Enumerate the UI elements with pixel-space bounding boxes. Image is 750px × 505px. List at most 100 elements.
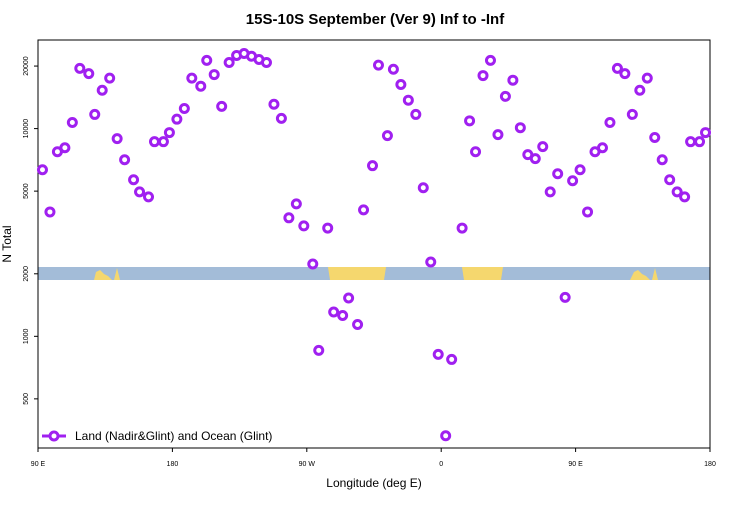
- data-point: [313, 344, 325, 356]
- data-point: [143, 191, 155, 203]
- x-tick-label: 90 W: [299, 461, 316, 468]
- data-point: [417, 182, 429, 194]
- chart-title: 15S-10S September (Ver 9) Inf to -Inf: [246, 11, 505, 28]
- land-shape: [94, 268, 120, 280]
- data-point: [395, 79, 407, 91]
- data-point: [298, 220, 310, 232]
- x-tick-label: 90 E: [568, 461, 583, 468]
- data-point: [216, 100, 228, 112]
- data-point: [387, 63, 399, 75]
- data-point: [328, 306, 340, 318]
- data-point: [96, 84, 108, 96]
- data-point: [134, 186, 146, 198]
- data-point: [381, 130, 393, 142]
- data-point: [104, 72, 116, 84]
- data-point: [307, 258, 319, 270]
- data-point: [596, 142, 608, 154]
- y-tick-label: 20000: [23, 56, 30, 76]
- data-point: [664, 174, 676, 186]
- data-point: [36, 164, 48, 176]
- land-shape: [328, 267, 386, 280]
- data-point: [559, 291, 571, 303]
- data-point: [163, 127, 175, 139]
- data-point: [582, 206, 594, 218]
- data-point: [208, 69, 220, 81]
- y-axis-title: N Total: [0, 225, 14, 262]
- data-point: [507, 74, 519, 86]
- data-point: [372, 59, 384, 71]
- data-point: [89, 108, 101, 120]
- data-point: [119, 154, 131, 166]
- data-point: [358, 204, 370, 216]
- data-point: [201, 54, 213, 66]
- data-point: [440, 430, 452, 442]
- data-point: [195, 80, 207, 92]
- x-axis-title: Longitude (deg E): [326, 476, 421, 490]
- x-tick-label: 0: [439, 461, 443, 468]
- data-point: [700, 127, 712, 139]
- data-point: [66, 116, 78, 128]
- legend-marker: [48, 430, 60, 442]
- data-point: [567, 175, 579, 187]
- data-point: [456, 222, 468, 234]
- data-point: [529, 153, 541, 165]
- data-point: [641, 72, 653, 84]
- data-point: [223, 57, 235, 69]
- data-point: [402, 94, 414, 106]
- data-point: [322, 222, 334, 234]
- x-tick-label: 180: [167, 461, 179, 468]
- data-point: [178, 102, 190, 114]
- data-point: [111, 133, 123, 145]
- data-point: [484, 54, 496, 66]
- land-shape: [462, 267, 503, 280]
- data-point: [446, 353, 458, 365]
- data-point: [128, 174, 140, 186]
- data-point: [171, 113, 183, 125]
- y-tick-label: 1000: [23, 328, 30, 344]
- data-point: [44, 206, 56, 218]
- land-ocean-band: [38, 267, 710, 280]
- data-point: [694, 136, 706, 148]
- data-point: [574, 164, 586, 176]
- y-tick-label: 2000: [23, 266, 30, 282]
- data-point: [544, 186, 556, 198]
- data-point: [260, 57, 272, 69]
- legend: Land (Nadir&Glint) and Ocean (Glint): [42, 429, 272, 443]
- data-point: [464, 115, 476, 127]
- data-point: [604, 116, 616, 128]
- data-point: [268, 98, 280, 110]
- data-point: [148, 136, 160, 148]
- data-point: [634, 84, 646, 96]
- data-point: [343, 292, 355, 304]
- data-point: [514, 122, 526, 134]
- y-tick-label: 5000: [23, 183, 30, 199]
- x-tick-label: 90 E: [31, 461, 46, 468]
- data-point: [59, 142, 71, 154]
- data-point: [492, 129, 504, 141]
- data-point: [74, 62, 86, 74]
- data-point: [83, 68, 95, 80]
- data-point: [410, 108, 422, 120]
- legend-label: Land (Nadir&Glint) and Ocean (Glint): [75, 429, 272, 443]
- data-point: [337, 309, 349, 321]
- data-point: [649, 132, 661, 144]
- y-tick-label: 10000: [23, 119, 30, 139]
- data-point: [367, 160, 379, 172]
- land-shape: [630, 268, 658, 280]
- data-point: [685, 136, 697, 148]
- data-point: [470, 146, 482, 158]
- data-point: [552, 168, 564, 180]
- data-point: [537, 141, 549, 153]
- data-point: [432, 348, 444, 360]
- data-point: [626, 108, 638, 120]
- data-point: [656, 154, 668, 166]
- plot-frame: [37, 39, 711, 449]
- data-point: [619, 68, 631, 80]
- data-point: [679, 191, 691, 203]
- data-point: [352, 319, 364, 331]
- y-tick-label: 500: [23, 393, 30, 405]
- data-point: [425, 256, 437, 268]
- x-tick-label: 180: [704, 461, 716, 468]
